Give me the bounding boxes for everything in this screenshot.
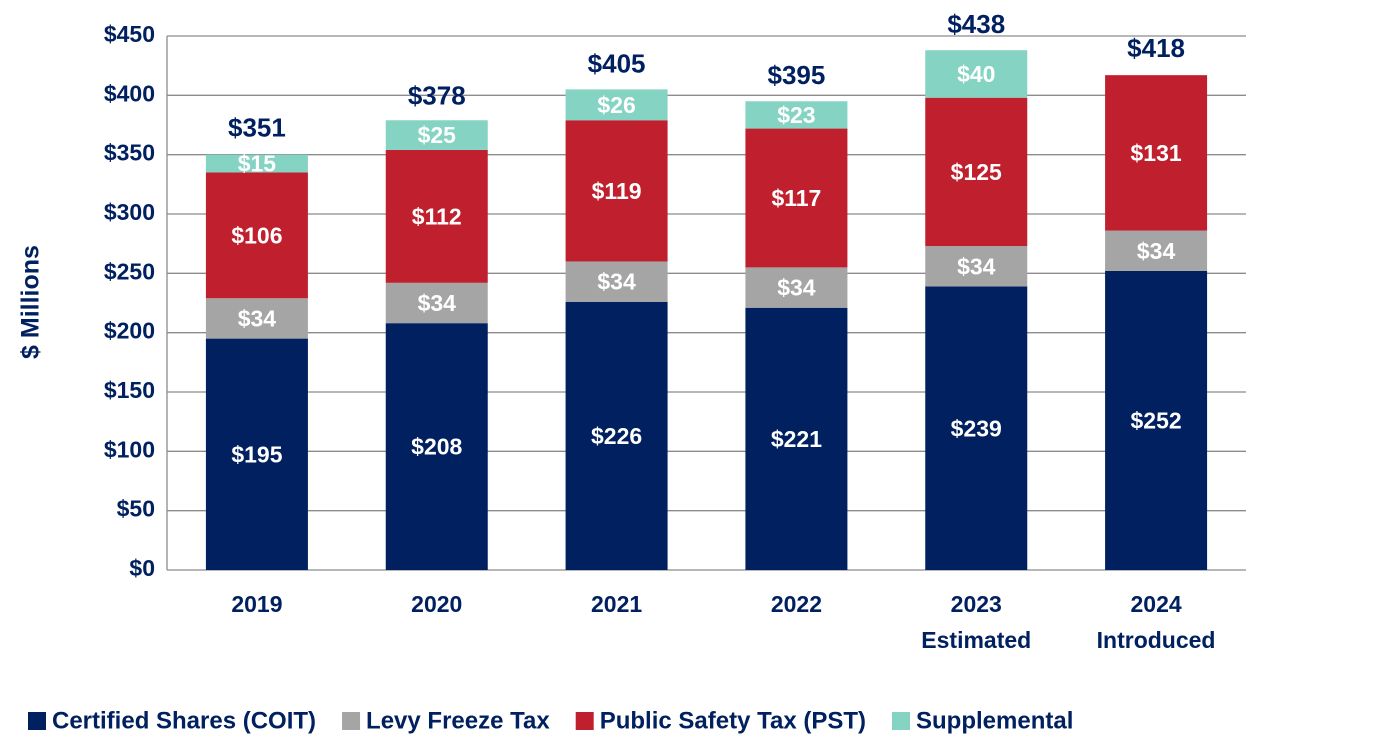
legend-swatch xyxy=(892,712,910,730)
bar-segment xyxy=(925,97,1028,247)
bar-segment xyxy=(925,246,1028,287)
data-label: $125 xyxy=(951,159,1002,185)
bar-segment xyxy=(925,50,1028,98)
data-label: $25 xyxy=(418,122,457,148)
data-label: $112 xyxy=(412,203,462,229)
legend-label: Levy Freeze Tax xyxy=(366,707,550,734)
data-label: $221 xyxy=(771,426,822,452)
y-tick-label: $250 xyxy=(104,258,155,284)
data-label: $226 xyxy=(591,423,642,449)
bar-segment xyxy=(385,149,488,283)
bar-segment xyxy=(205,172,308,299)
bar-segment xyxy=(385,120,488,150)
bar-segment xyxy=(565,89,668,121)
legend-swatch xyxy=(28,712,46,730)
data-label: $34 xyxy=(957,253,996,279)
data-label: $23 xyxy=(777,102,815,128)
data-label: $34 xyxy=(238,306,277,332)
total-label: $395 xyxy=(767,60,825,90)
y-tick-label: $150 xyxy=(104,377,155,403)
data-label: $239 xyxy=(951,415,1002,441)
data-label: $15 xyxy=(238,151,277,177)
bar-segment xyxy=(745,101,848,129)
y-tick-label: $100 xyxy=(104,436,155,462)
bar-segment xyxy=(565,120,668,262)
bar-segment xyxy=(1105,230,1208,271)
data-label: $34 xyxy=(597,269,636,295)
data-label: $208 xyxy=(411,434,462,460)
y-tick-label: $300 xyxy=(104,199,155,225)
total-label: $418 xyxy=(1127,33,1185,63)
y-tick-label: $350 xyxy=(104,140,155,166)
y-tick-label: $0 xyxy=(129,555,155,581)
data-label: $117 xyxy=(771,185,821,211)
data-label: $34 xyxy=(1137,238,1176,264)
legend-label: Certified Shares (COIT) xyxy=(52,707,316,734)
bar-segment xyxy=(1105,270,1208,570)
bar-segment xyxy=(385,323,488,570)
bar-segment xyxy=(745,267,848,308)
x-tick-label: 2022 xyxy=(771,591,822,617)
data-label: $40 xyxy=(957,61,995,87)
bar-segment xyxy=(1105,75,1208,231)
data-label: $106 xyxy=(231,222,282,248)
y-tick-label: $50 xyxy=(117,496,155,522)
y-tick-label: $200 xyxy=(104,318,155,344)
data-label: $252 xyxy=(1130,408,1181,434)
bar-segment xyxy=(205,154,308,173)
data-label: $34 xyxy=(777,275,816,301)
legend-swatch xyxy=(342,712,361,730)
data-label: $131 xyxy=(1130,140,1181,166)
x-tick-label: 2024 Introduced xyxy=(1097,591,1216,653)
data-label: $195 xyxy=(231,441,282,467)
bar-segment xyxy=(925,286,1028,570)
data-label: $26 xyxy=(597,92,635,118)
bar-segment xyxy=(205,338,308,570)
legend-label: Supplemental xyxy=(916,707,1073,734)
data-label: $119 xyxy=(592,178,642,204)
x-tick-label: 2020 xyxy=(411,591,462,617)
bar-segment xyxy=(205,298,308,339)
y-axis-label: $ Millions xyxy=(17,245,45,359)
bar-segment xyxy=(745,307,848,570)
x-tick-label: 2023 Estimated xyxy=(921,591,1031,653)
bar-segment xyxy=(565,301,668,570)
y-tick-label: $450 xyxy=(104,21,155,47)
total-label: $351 xyxy=(228,112,286,142)
y-tick-label: $400 xyxy=(104,80,155,106)
data-label: $34 xyxy=(418,290,457,316)
x-tick-label: 2021 xyxy=(591,591,642,617)
legend-label: Public Safety Tax (PST) xyxy=(600,707,866,734)
bar-segment xyxy=(745,128,848,268)
x-tick-label: 2019 xyxy=(231,591,282,617)
total-label: $378 xyxy=(408,80,466,110)
bar-segment xyxy=(565,261,668,302)
legend-swatch xyxy=(575,712,594,730)
total-label: $438 xyxy=(947,9,1005,39)
bar-segment xyxy=(385,282,488,324)
total-label: $405 xyxy=(588,48,646,78)
